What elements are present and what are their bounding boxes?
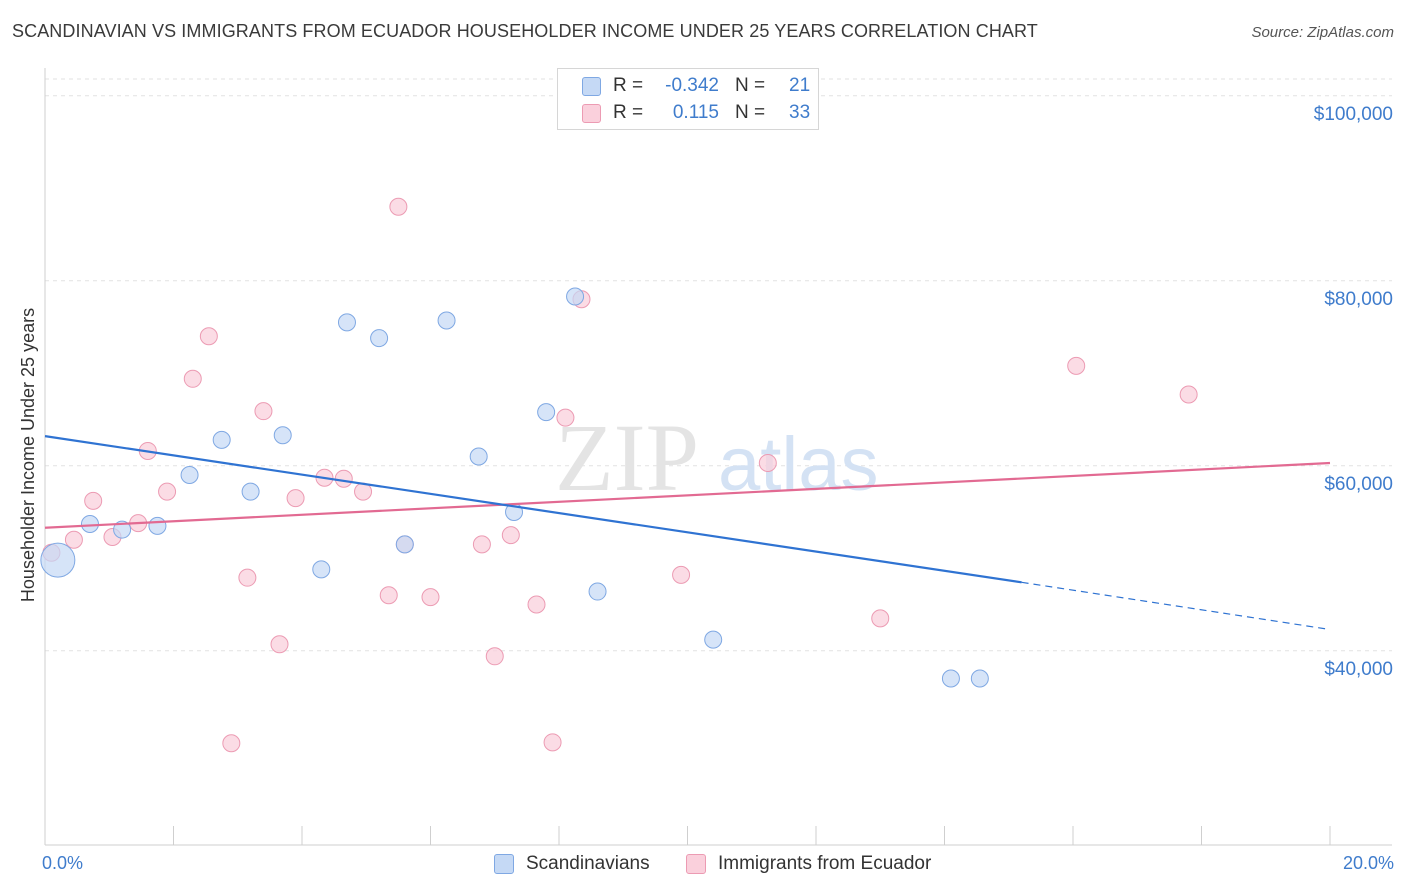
r-value: 0.115 [672,102,719,123]
ecuador-point [286,489,305,508]
x-tick-label-min: 0.0% [42,853,83,873]
ecuador-point [183,369,202,388]
ecuador-point [871,609,890,628]
ecuador-point [254,402,273,421]
scandinavians-point [566,287,585,306]
scandinavians-point [588,582,607,601]
scandinavians-point [80,515,99,534]
scandinavians-point [241,482,260,501]
x-tick-label-max: 20.0% [1343,853,1394,873]
scandinavians-point [312,560,331,579]
scandinavians-point [113,520,132,539]
correlation-legend: R = -0.342 N = 21 R = 0.115 N = 33 [557,68,819,130]
scandinavians-point [469,447,488,466]
ecuador-point [334,469,353,488]
scandinavians-point [148,516,167,535]
y-tick-label: $80,000 [1324,289,1393,310]
grid-lines [45,78,1392,652]
scandinavians-point [337,313,356,332]
r-value: -0.342 [665,75,719,96]
series-legend: Scandinavians Immigrants from Ecuador [0,851,1406,879]
scandinavians-swatch [494,854,514,874]
scandinavians-trend-line [44,435,1022,584]
ecuador-point [672,565,691,584]
scandinavians-point [395,535,414,554]
ecuador-swatch [686,854,706,874]
n-value: 33 [789,102,811,123]
scandinavians-point [537,403,556,422]
scandinavians-point [970,669,989,688]
source-credit: Source: ZipAtlas.com [1251,24,1394,41]
r-label: R = [613,102,644,123]
ecuador-point [485,647,504,666]
ecuador-point [379,586,398,605]
ecuador-point [84,491,103,510]
legend-label-ecuador: Immigrants from Ecuador [718,853,932,874]
legend-item-scandinavians: Scandinavians [494,853,650,875]
y-tick-labels: $40,000 $60,000 $80,000 $100,000 [1314,104,1393,680]
ecuador-point [527,595,546,614]
scandinavians-point [370,329,389,348]
y-tick-label: $60,000 [1324,474,1393,495]
ecuador-point [501,526,520,545]
trend-lines [44,435,1331,631]
scandinavians-point [40,542,76,578]
scandinavians-point [212,430,231,449]
n-value: 21 [789,75,811,96]
ecuador-point [421,588,440,607]
ecuador-point [556,408,575,427]
ecuador-point [238,568,257,587]
ecuador-point [1067,356,1086,375]
ecuador-point [1179,385,1198,404]
ecuador-trend-line [44,461,1331,529]
ecuador-point [270,635,289,654]
legend-row-scandinavians: R = -0.342 N = 21 [582,73,810,99]
x-tick-labels: 0.0% 20.0% [42,853,1394,873]
ecuador-point [389,197,408,216]
legend-row-ecuador: R = 0.115 N = 33 [582,100,810,126]
scandinavians-point [273,426,292,445]
scandinavians-point [704,630,723,649]
scandinavians-point [437,311,456,330]
y-tick-label: $100,000 [1314,104,1393,125]
watermark-atlas: atlas [718,422,879,507]
ecuador-point [543,733,562,752]
y-axis-label: Householder Income Under 25 years [18,308,38,602]
watermark: ZIP atlas [555,404,879,511]
chart-title: SCANDINAVIAN VS IMMIGRANTS FROM ECUADOR … [12,21,1038,41]
scandinavians-point [941,669,960,688]
scandinavians-swatch [582,76,601,96]
legend-item-ecuador: Immigrants from Ecuador [686,853,931,875]
ecuador-point [758,453,777,472]
n-label: N = [735,102,766,123]
scandinavians-trend-extension [1021,581,1331,631]
ecuador-point [199,327,218,346]
ecuador-point [472,535,491,554]
y-tick-label: $40,000 [1324,659,1393,680]
r-label: R = [613,75,644,96]
ecuador-point [64,530,83,549]
scandinavians-point [180,466,199,484]
n-label: N = [735,75,766,96]
ecuador-point [158,482,177,501]
legend-label-scandinavians: Scandinavians [526,853,650,874]
ecuador-swatch [582,103,601,123]
ecuador-point [222,734,241,753]
axes [44,68,1392,846]
watermark-zip: ZIP [555,404,699,511]
